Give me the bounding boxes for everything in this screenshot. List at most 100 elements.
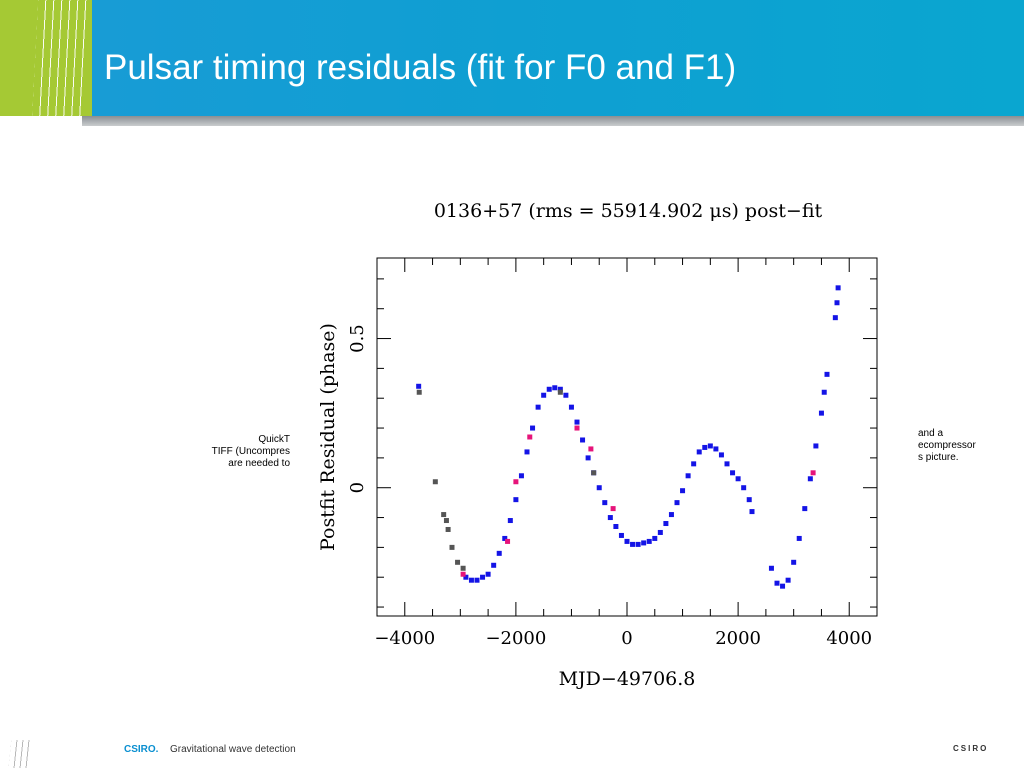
data-point bbox=[624, 538, 630, 544]
data-point bbox=[588, 446, 594, 452]
data-point bbox=[491, 562, 497, 568]
data-point bbox=[524, 449, 530, 455]
data-point bbox=[513, 497, 519, 503]
tick-group: −4000 −2000 0 2000 4000 0 0.5 bbox=[347, 258, 878, 649]
data-point bbox=[613, 524, 619, 529]
data-point bbox=[713, 446, 719, 452]
data-point bbox=[810, 470, 816, 476]
data-point bbox=[535, 404, 541, 410]
data-point bbox=[445, 526, 451, 532]
data-point bbox=[602, 500, 608, 506]
data-point bbox=[646, 538, 652, 544]
data-point bbox=[652, 535, 658, 541]
footer-text: Gravitational wave detection bbox=[170, 744, 296, 755]
data-point bbox=[813, 443, 819, 449]
x-tick-label: 4000 bbox=[826, 628, 872, 649]
data-point bbox=[835, 285, 841, 291]
data-point bbox=[691, 461, 697, 467]
data-point bbox=[641, 540, 647, 546]
chart-title: 0136+57 (rms = 55914.902 μs) post−fit bbox=[434, 200, 823, 222]
data-point bbox=[834, 300, 840, 306]
placeholder-line: are needed to bbox=[228, 458, 290, 469]
data-point bbox=[832, 315, 838, 321]
data-point bbox=[513, 479, 519, 485]
data-point bbox=[824, 371, 830, 377]
data-point bbox=[663, 521, 669, 527]
data-point bbox=[505, 538, 511, 544]
x-tick-label: −2000 bbox=[485, 628, 546, 649]
data-point bbox=[580, 437, 586, 443]
header-bar bbox=[0, 0, 1024, 116]
data-point bbox=[807, 476, 813, 482]
x-tick-label: −4000 bbox=[374, 628, 435, 649]
data-point bbox=[596, 485, 602, 491]
data-point bbox=[496, 550, 502, 556]
data-point bbox=[707, 443, 713, 449]
data-point bbox=[485, 571, 491, 577]
x-tick-label: 0 bbox=[621, 628, 632, 649]
data-point bbox=[455, 559, 461, 565]
data-point bbox=[546, 386, 552, 392]
data-point bbox=[718, 452, 724, 458]
placeholder-line: TIFF (Uncompres bbox=[211, 446, 290, 457]
data-point bbox=[780, 583, 786, 589]
data-point bbox=[441, 512, 447, 518]
data-point bbox=[432, 479, 438, 485]
data-point bbox=[527, 434, 533, 440]
decorative-stripes bbox=[29, 0, 91, 164]
footer-logo: CSIRO bbox=[953, 744, 989, 753]
data-point bbox=[502, 535, 508, 541]
data-point bbox=[568, 404, 574, 410]
data-point bbox=[630, 541, 636, 547]
data-point bbox=[696, 449, 702, 455]
data-point bbox=[749, 509, 755, 515]
placeholder-line: s picture. bbox=[918, 452, 959, 463]
header-underline bbox=[82, 116, 1024, 126]
decorative-stripes-bottom bbox=[8, 740, 34, 768]
footer-brand: CSIRO. bbox=[124, 744, 159, 755]
data-point bbox=[557, 389, 563, 395]
data-point bbox=[774, 580, 780, 586]
data-point bbox=[607, 515, 613, 521]
data-point bbox=[735, 476, 741, 482]
data-point bbox=[746, 497, 752, 503]
data-point bbox=[460, 565, 466, 571]
data-point bbox=[449, 544, 455, 550]
image-placeholder-text-right: and a ecompressor s picture. bbox=[918, 428, 982, 464]
residual-chart: 0136+57 (rms = 55914.902 μs) post−fit −4… bbox=[317, 200, 878, 690]
placeholder-line: and a bbox=[918, 428, 944, 439]
data-point bbox=[480, 574, 486, 580]
slide-title: Pulsar timing residuals (fit for F0 and … bbox=[104, 48, 737, 87]
data-point bbox=[674, 500, 680, 506]
data-point bbox=[530, 425, 536, 431]
data-point bbox=[657, 529, 663, 535]
data-point bbox=[802, 506, 808, 512]
data-point bbox=[730, 470, 736, 476]
data-point bbox=[460, 571, 466, 577]
data-point bbox=[574, 419, 580, 425]
data-point bbox=[416, 383, 422, 389]
placeholder-line: QuickT bbox=[258, 434, 290, 445]
data-point bbox=[618, 532, 624, 538]
data-point bbox=[685, 473, 691, 479]
data-point bbox=[610, 506, 616, 512]
data-point bbox=[635, 541, 641, 547]
data-point bbox=[541, 392, 547, 398]
data-point bbox=[574, 425, 580, 431]
data-point bbox=[468, 577, 474, 583]
data-point bbox=[416, 389, 422, 395]
x-tick-label: 2000 bbox=[715, 628, 761, 649]
y-tick-label: 0.5 bbox=[347, 324, 368, 353]
data-point bbox=[785, 577, 791, 583]
data-point bbox=[702, 444, 708, 450]
data-point bbox=[668, 512, 674, 518]
data-point bbox=[724, 461, 730, 467]
data-point bbox=[585, 455, 591, 461]
plot-frame bbox=[376, 257, 878, 617]
y-axis-label: Postfit Residual (phase) bbox=[317, 323, 339, 551]
image-placeholder-text-left: QuickT TIFF (Uncompres are needed to bbox=[196, 434, 290, 470]
data-point bbox=[474, 577, 480, 583]
data-point bbox=[443, 518, 449, 524]
data-point bbox=[563, 392, 569, 398]
x-axis-label: MJD−49706.8 bbox=[559, 668, 696, 690]
